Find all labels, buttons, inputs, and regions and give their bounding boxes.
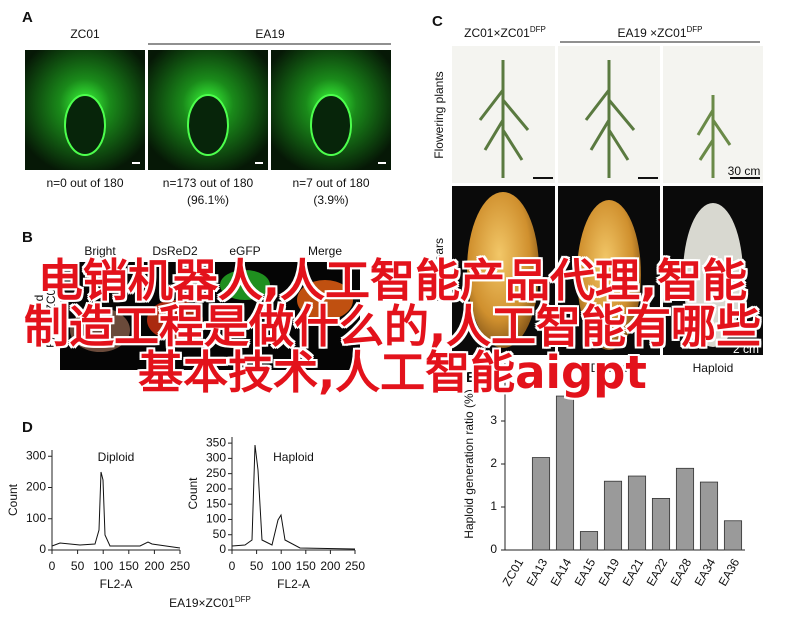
x-tick-label: 150 <box>119 559 139 573</box>
panel-label: C <box>432 13 443 30</box>
caption: EA19×ZC01DFP <box>169 595 251 610</box>
panel-label: D <box>22 419 33 436</box>
column-header: Merge <box>308 244 342 258</box>
header-text: EA19 ×ZC01 <box>617 26 686 40</box>
column-label: CK <box>495 361 512 375</box>
x-tick-label: ZC01 <box>500 556 527 589</box>
header-sup: DFP <box>530 25 546 34</box>
header: ZC01 <box>70 27 100 41</box>
y-tick-label: 100 <box>26 511 46 525</box>
x-tick-label: EA36 <box>716 556 743 589</box>
y-axis-label: Count <box>186 477 200 510</box>
y-tick-label: 0 <box>39 542 46 556</box>
y-tick-label: 0 <box>219 542 226 556</box>
y-tick-label: 100 <box>206 512 226 526</box>
y-tick-label: 300 <box>26 448 46 462</box>
caption: n=7 out of 180 <box>292 176 369 190</box>
x-axis-label: FL2-A <box>100 577 133 591</box>
y-tick-label: 3 <box>490 413 497 427</box>
x-tick-label: 100 <box>271 559 291 573</box>
caption: n=0 out of 180 <box>46 176 123 190</box>
plot-title: Haploid <box>273 450 314 464</box>
bar <box>651 497 671 551</box>
y-tick-label: 200 <box>26 480 46 494</box>
x-tick-label: EA19 <box>596 556 623 589</box>
histogram-trace <box>51 471 181 549</box>
x-tick-label: 100 <box>93 559 113 573</box>
x-tick-label: EA34 <box>692 556 719 589</box>
row-label: EA19×ZC01 <box>44 282 58 348</box>
histogram-trace <box>231 444 356 550</box>
x-tick-label: 0 <box>229 559 236 573</box>
bar <box>579 531 599 551</box>
column-header: Bright <box>84 244 116 258</box>
x-tick-label: EA15 <box>572 556 599 589</box>
caption-text: EA19×ZC01 <box>169 596 235 610</box>
x-tick-label: EA28 <box>668 556 695 589</box>
y-tick-label: 250 <box>206 466 226 480</box>
bar <box>555 395 575 551</box>
row-label: Mature ears <box>432 238 446 302</box>
column-label: Haploid <box>693 361 734 375</box>
x-tick-label: 250 <box>345 559 365 573</box>
y-tick-label: 0 <box>490 542 497 556</box>
header: ZC01×ZC01DFP <box>464 25 546 40</box>
y-tick-label: 300 <box>206 451 226 465</box>
column-header: eGFP <box>229 244 260 258</box>
y-tick-label: 50 <box>213 527 227 541</box>
panel-label: E <box>466 369 476 386</box>
scale-bar-label: 30 cm <box>728 164 761 178</box>
header-text: ZC01×ZC01 <box>464 26 530 40</box>
y-tick-label: 350 <box>206 435 226 449</box>
caption-sup: DFP <box>235 595 251 604</box>
bar <box>603 480 623 551</box>
panel-label: B <box>22 229 33 246</box>
caption: n=173 out of 180 <box>163 176 254 190</box>
y-tick-label: 200 <box>206 481 226 495</box>
header: EA19 <box>255 27 285 41</box>
bar <box>675 467 695 551</box>
y-axis-label: Count <box>6 483 20 516</box>
y-tick-label: 4 <box>490 370 497 384</box>
x-tick-label: 50 <box>71 559 85 573</box>
scale-bar-label: 2 cm <box>733 342 759 356</box>
plot-title: Diploid <box>98 450 135 464</box>
x-tick-label: 0 <box>49 559 56 573</box>
micrographs <box>25 50 391 170</box>
x-axis-label: FL2-A <box>277 577 310 591</box>
x-tick-label: EA13 <box>524 556 551 589</box>
plant-photos <box>452 46 763 355</box>
bar <box>627 475 647 551</box>
column-label: Diploid <box>591 361 628 375</box>
fluorescence-images <box>60 262 360 370</box>
x-tick-label: 250 <box>170 559 190 573</box>
bar <box>723 520 743 551</box>
panel-label: A <box>22 9 33 26</box>
x-tick-label: 200 <box>320 559 340 573</box>
header: EA19 ×ZC01DFP <box>617 25 702 40</box>
y-tick-label: 150 <box>206 496 226 510</box>
x-tick-label: 50 <box>250 559 264 573</box>
x-tick-label: 150 <box>296 559 316 573</box>
bar <box>531 457 551 551</box>
caption: (96.1%) <box>187 193 229 207</box>
x-tick-label: EA22 <box>644 556 671 589</box>
bar <box>699 481 719 551</box>
column-header: DsReD2 <box>152 244 198 258</box>
row-label: Flowering plants <box>432 71 446 158</box>
caption: (3.9%) <box>313 193 348 207</box>
x-tick-label: EA21 <box>620 556 647 589</box>
y-tick-label: 1 <box>490 499 497 513</box>
x-tick-label: EA14 <box>548 556 575 589</box>
overlay-title: 电销机器人,人工智能产品代理,智能制造工程是做什么的,人工智能有哪些基本技术,人… <box>23 254 762 399</box>
y-tick-label: 2 <box>490 456 497 470</box>
y-axis-label: Haploid generation ratio (%) <box>462 389 476 538</box>
row-label: Haploid <box>32 295 46 336</box>
header-sup: DFP <box>687 25 703 34</box>
x-tick-label: 200 <box>144 559 164 573</box>
